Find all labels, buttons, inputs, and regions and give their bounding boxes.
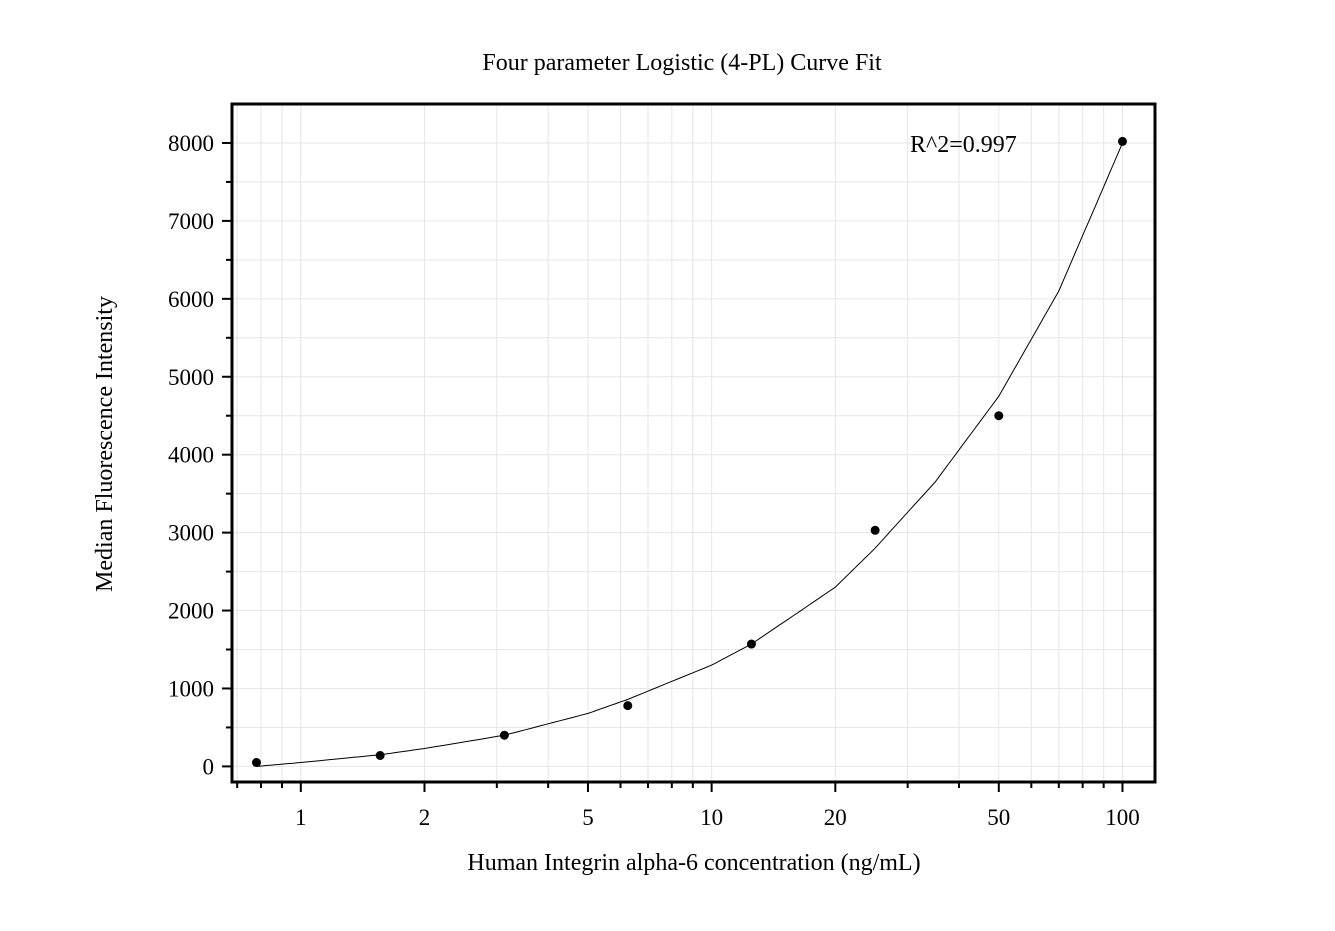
x-tick-labels: 1 2 5 10 20 50 100: [295, 805, 1140, 830]
data-points: [251, 136, 1127, 768]
x-tick-label: 100: [1105, 805, 1140, 830]
y-tick-labels: 0 1000 2000 3000 4000 5000 6000 7000 8000: [168, 131, 214, 779]
y-tick-label: 7000: [168, 209, 214, 234]
y-tick-label: 3000: [168, 521, 214, 546]
data-point: [499, 730, 509, 740]
chart-title: Four parameter Logistic (4-PL) Curve Fit: [482, 50, 882, 76]
data-point: [251, 758, 261, 768]
y-tick-label: 4000: [168, 443, 214, 468]
data-point: [994, 411, 1004, 421]
fit-curve: [256, 142, 1123, 767]
plot-frame: [230, 102, 1157, 784]
data-point: [375, 751, 385, 761]
axis-ticks: [222, 141, 1124, 792]
x-tick-label: 5: [582, 805, 594, 830]
y-tick-label: 6000: [168, 287, 214, 312]
y-tick-label: 1000: [168, 676, 214, 701]
data-point: [746, 639, 756, 649]
x-axis-label: Human Integrin alpha-6 concentration (ng…: [467, 850, 920, 876]
y-tick-label: 8000: [168, 131, 214, 156]
x-tick-label: 50: [987, 805, 1010, 830]
x-tick-label: 2: [419, 805, 431, 830]
data-point: [1117, 136, 1127, 146]
x-tick-label: 20: [824, 805, 847, 830]
y-tick-label: 5000: [168, 365, 214, 390]
grid-lines: [232, 104, 1155, 782]
x-tick-label: 1: [295, 805, 307, 830]
data-point: [623, 701, 633, 711]
fit-curve-layer: [256, 142, 1123, 767]
y-tick-label: 0: [203, 754, 215, 779]
y-tick-label: 2000: [168, 599, 214, 624]
r-squared-annotation: R^2=0.997: [910, 132, 1017, 158]
y-axis-label: Median Fluorescence Intensity: [92, 296, 118, 592]
x-tick-label: 10: [700, 805, 723, 830]
data-point: [870, 525, 880, 535]
